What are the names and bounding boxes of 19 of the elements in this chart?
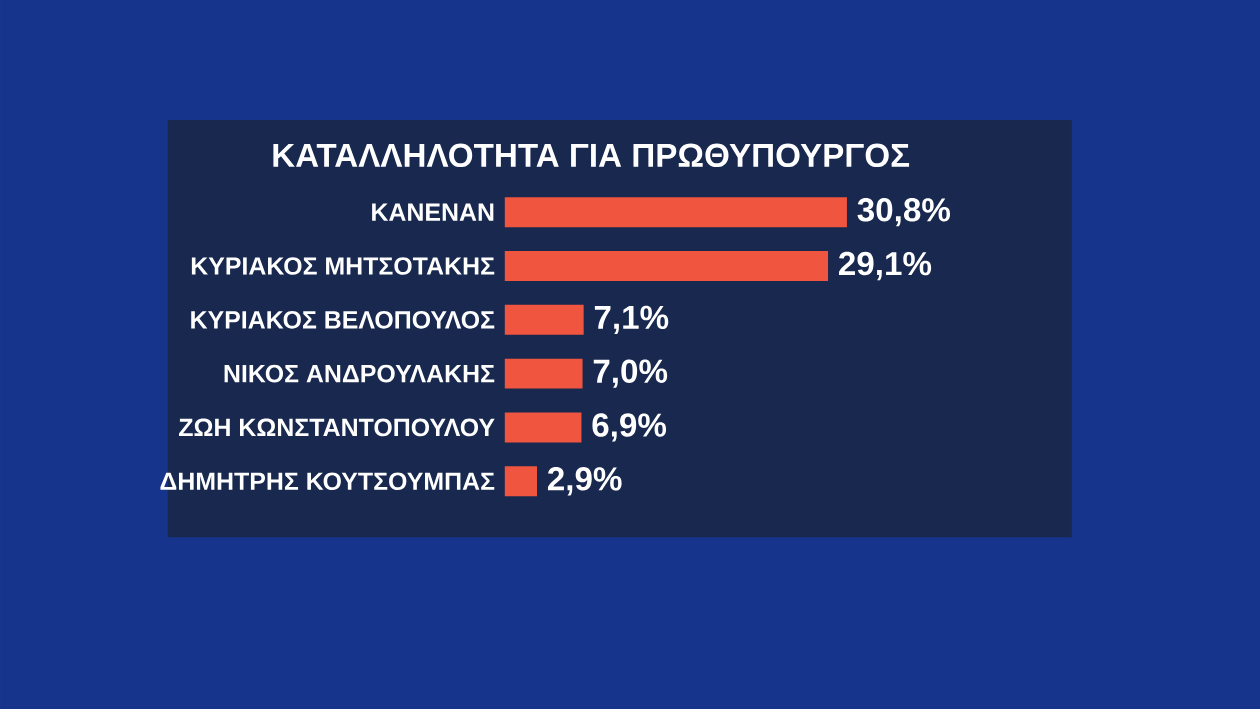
data-label: 30,8% bbox=[857, 198, 951, 227]
data-label: 7,1% bbox=[594, 305, 669, 334]
data-label: 29,1% bbox=[839, 251, 932, 281]
y-tick-label: ΔΗΜΗΤΡΗΣ ΚΟΥΤΣΟΥΜΠΑΣ bbox=[160, 472, 495, 491]
bar bbox=[504, 412, 582, 443]
data-label: 2,9% bbox=[547, 467, 622, 496]
bar bbox=[504, 358, 583, 389]
bar bbox=[504, 251, 829, 281]
y-tick-label: ΚΑΝΕΝΑΝ bbox=[372, 203, 494, 221]
chart-title: ΚΑΤΑΛΛΗΛΟΤΗΤΑ ΓΙΑ ΠΡΩΘΥΠΟΥΡΓΟΣ bbox=[273, 143, 910, 168]
y-tick-label: ΖΩΗ ΚΩΝΣΤΑΝΤΟΠΟΥΛΟΥ bbox=[179, 418, 495, 437]
bar bbox=[504, 466, 538, 497]
bar bbox=[504, 304, 584, 335]
y-tick-label: ΚΥΡΙΑΚΟΣ ΜΗΤΣΟΤΑΚΗΣ bbox=[191, 257, 495, 275]
y-tick-label: ΝΙΚΟΣ ΑΝΔΡΟΥΛΑΚΗΣ bbox=[224, 364, 495, 383]
y-tick-label: ΚΥΡΙΑΚΟΣ ΒΕΛΟΠΟΥΛΟΣ bbox=[191, 311, 495, 329]
bar bbox=[504, 197, 847, 228]
data-label: 7,0% bbox=[593, 359, 668, 388]
data-label: 6,9% bbox=[592, 413, 667, 442]
